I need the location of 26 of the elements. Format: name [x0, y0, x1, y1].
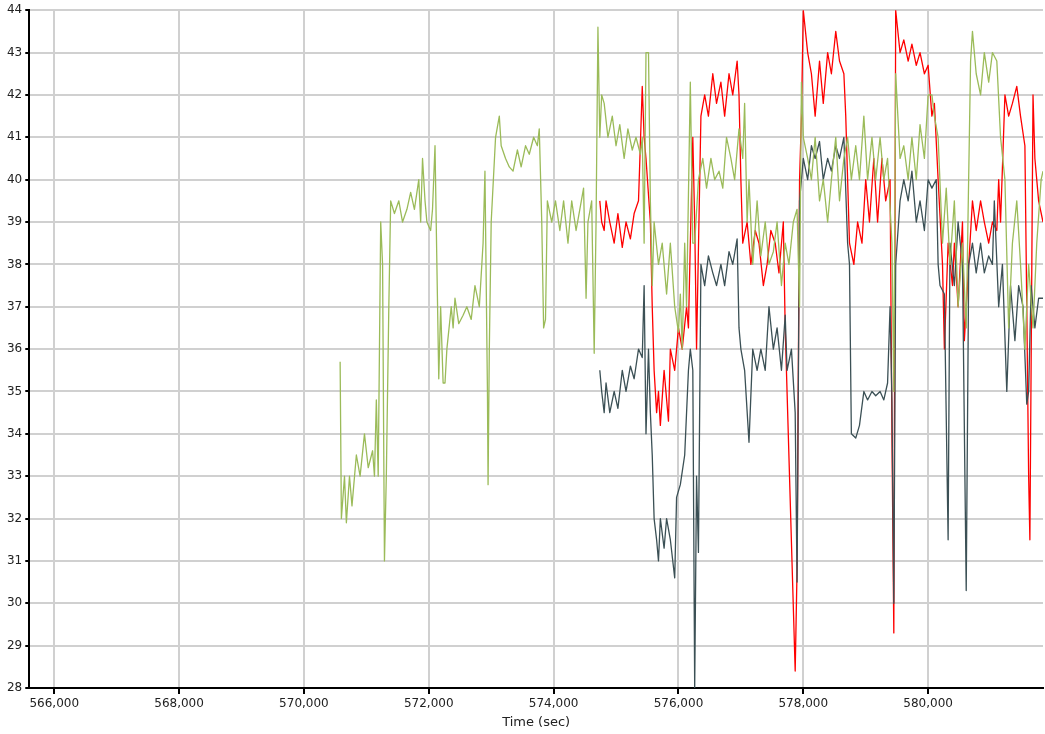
x-tick-label: 568,000: [154, 696, 204, 711]
x-tick-label: 580,000: [903, 696, 953, 711]
y-tick-label: 39: [6, 214, 23, 229]
y-tick-label: 38: [6, 256, 23, 271]
y-tick-label: 42: [6, 87, 23, 102]
y-tick-label: 40: [6, 171, 23, 186]
x-tick-label: 576,000: [653, 696, 704, 711]
y-tick-label: 31: [6, 553, 23, 568]
y-tick-label: 36: [6, 341, 23, 356]
y-tick-label: 32: [6, 510, 23, 525]
y-tick-label: 30: [6, 595, 23, 610]
y-tick-label: 41: [6, 129, 23, 144]
y-tick-label: 37: [6, 298, 23, 313]
x-axis-title: Time (sec): [501, 713, 571, 729]
x-tick-label: 572,000: [403, 696, 454, 711]
y-tick-label: 29: [6, 637, 23, 652]
y-tick-label: 43: [6, 44, 23, 59]
y-tick-label: 34: [6, 425, 23, 440]
x-tick-label: 578,000: [778, 696, 829, 711]
y-tick-label: 33: [6, 468, 23, 483]
x-tick-label: 566,000: [29, 696, 80, 711]
x-tick-label: 570,000: [279, 696, 329, 711]
y-tick-label: 35: [6, 383, 23, 398]
y-tick-label: 44: [6, 2, 23, 17]
x-tick-label: 574,000: [528, 696, 579, 711]
y-tick-label: 28: [6, 680, 23, 695]
